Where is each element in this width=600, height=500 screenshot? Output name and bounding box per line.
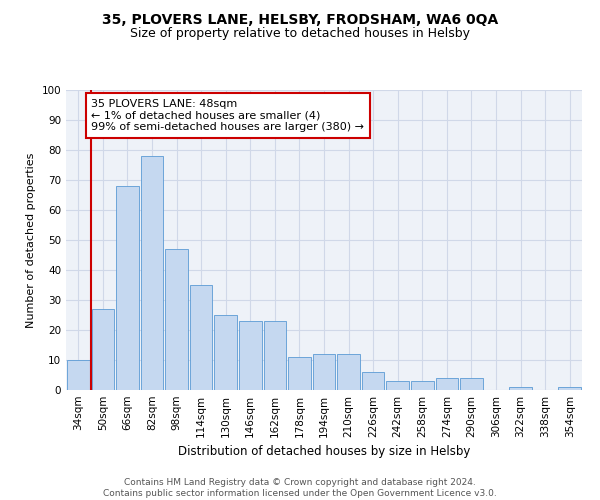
Bar [559, 387, 581, 390]
Bar [92, 309, 114, 390]
Text: Size of property relative to detached houses in Helsby: Size of property relative to detached ho… [130, 28, 470, 40]
Bar [239, 321, 262, 390]
Y-axis label: Number of detached properties: Number of detached properties [26, 152, 36, 328]
Bar [509, 387, 532, 390]
Bar [460, 378, 483, 390]
Bar [411, 381, 434, 390]
Bar [386, 381, 409, 390]
Bar [116, 186, 139, 390]
Bar [165, 249, 188, 390]
Bar [313, 354, 335, 390]
Text: 35 PLOVERS LANE: 48sqm
← 1% of detached houses are smaller (4)
99% of semi-detac: 35 PLOVERS LANE: 48sqm ← 1% of detached … [91, 99, 364, 132]
Bar [190, 285, 212, 390]
Bar [436, 378, 458, 390]
Bar [263, 321, 286, 390]
X-axis label: Distribution of detached houses by size in Helsby: Distribution of detached houses by size … [178, 446, 470, 458]
Bar [214, 315, 237, 390]
Bar [140, 156, 163, 390]
Text: 35, PLOVERS LANE, HELSBY, FRODSHAM, WA6 0QA: 35, PLOVERS LANE, HELSBY, FRODSHAM, WA6 … [102, 12, 498, 26]
Bar [337, 354, 360, 390]
Bar [288, 357, 311, 390]
Bar [67, 360, 89, 390]
Text: Contains HM Land Registry data © Crown copyright and database right 2024.
Contai: Contains HM Land Registry data © Crown c… [103, 478, 497, 498]
Bar [362, 372, 385, 390]
